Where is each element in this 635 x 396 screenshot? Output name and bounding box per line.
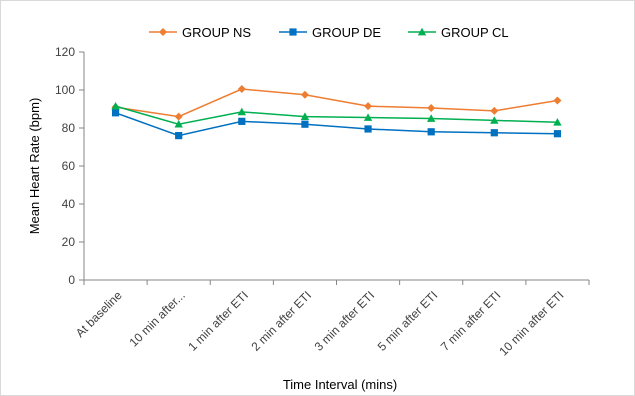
- data-point: [111, 109, 120, 117]
- legend-item-group-ns: GROUP NS: [149, 25, 251, 40]
- data-point: [300, 112, 310, 120]
- y-tick-label: 0: [68, 273, 75, 287]
- data-point: [301, 120, 309, 128]
- x-axis-title: Time Interval (mins): [283, 377, 397, 392]
- data-point: [174, 120, 183, 128]
- x-tick-label: 10 min after...: [127, 288, 188, 349]
- series-group-de: [111, 109, 562, 140]
- data-point: [237, 85, 246, 94]
- legend-item-group-de: GROUP DE: [279, 25, 381, 40]
- y-tick-label: 100: [55, 83, 75, 97]
- data-point: [175, 132, 183, 140]
- x-tick-label: 10 min after ETI: [496, 288, 566, 358]
- series-line: [115, 88, 558, 118]
- y-tick-label: 120: [55, 45, 75, 59]
- legend-item-group-cl: GROUP CL: [408, 25, 509, 40]
- data-point: [553, 96, 562, 105]
- y-tick-label: 20: [62, 235, 76, 249]
- data-point: [237, 107, 247, 116]
- legend-marker: [417, 27, 427, 36]
- data-point: [427, 128, 435, 136]
- y-axis-title: Mean Heart Rate (bpm): [27, 98, 42, 235]
- legend-label: GROUP NS: [182, 25, 251, 40]
- x-tick-label: 2 min after ETI: [249, 288, 315, 354]
- y-tick-label: 80: [62, 121, 76, 135]
- y-tick-label: 60: [62, 159, 76, 173]
- series-layer: [111, 85, 562, 140]
- legend-label: GROUP CL: [441, 25, 509, 40]
- data-point: [364, 125, 372, 133]
- legend-marker: [159, 28, 167, 36]
- legend-label: GROUP DE: [312, 25, 381, 40]
- data-point: [300, 90, 309, 99]
- x-tick-label: At baseline: [73, 288, 125, 340]
- data-point: [426, 114, 436, 122]
- x-tick-label: 5 min after ETI: [375, 288, 441, 354]
- x-tick-label: 1 min after ETI: [185, 288, 251, 354]
- data-point: [490, 129, 498, 137]
- data-point: [238, 117, 246, 125]
- data-point: [490, 116, 499, 124]
- data-point: [363, 113, 373, 121]
- data-point: [111, 101, 120, 110]
- data-point: [490, 106, 499, 115]
- data-point: [553, 130, 562, 138]
- data-point: [553, 118, 562, 126]
- legend-marker: [289, 28, 297, 36]
- series-line: [115, 105, 558, 125]
- data-point: [364, 102, 373, 111]
- data-point: [174, 112, 183, 121]
- series-group-cl: [111, 101, 562, 128]
- y-tick-label: 40: [62, 197, 76, 211]
- x-tick-label: 3 min after ETI: [312, 288, 378, 354]
- legend: GROUP NS GROUP DE GROUP CL: [149, 25, 509, 40]
- x-tick-label: 7 min after ETI: [438, 288, 504, 354]
- x-axis: At baseline 10 min after...1 min after ET…: [73, 279, 590, 358]
- y-axis: 0 20 40 60 80 100 120: [55, 45, 85, 287]
- series-line: [115, 112, 558, 137]
- data-point: [427, 104, 436, 113]
- series-group-ns: [111, 85, 562, 121]
